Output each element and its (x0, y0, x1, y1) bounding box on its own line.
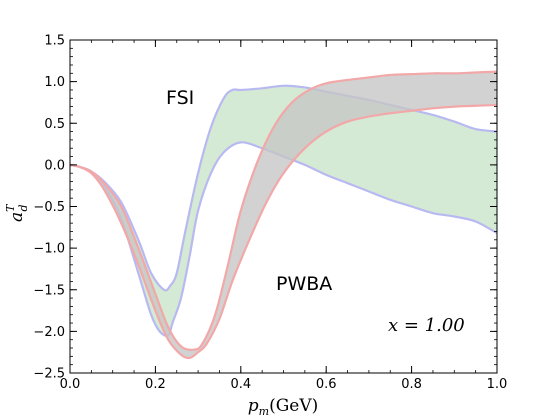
y-tick-label: −1.0 (33, 242, 65, 257)
band-pwba-upper-edge (70, 70, 497, 351)
x-axis-title: pm(GeV) (248, 396, 319, 415)
y-tick-label: −0.5 (33, 200, 65, 215)
bands-layer (70, 70, 497, 360)
annotation-x-value: x = 1.00 (388, 315, 465, 336)
annotation-fsi: FSI (166, 87, 194, 109)
ticks-layer: 0.0 0.2 0.4 0.6 0.8 1.0 1.5 1.0 0.5 0.0 −0.5 −1.0 −1… (33, 34, 507, 393)
y-tick-label: 0.0 (44, 158, 65, 173)
annotation-pwba: PWBA (276, 273, 332, 295)
band-pwba-lower-edge (70, 103, 497, 360)
x-tick-label: 0.6 (316, 377, 337, 392)
band-pwba (70, 71, 497, 359)
y-tick-label: −2.5 (33, 367, 65, 382)
x-tick-label: 1.0 (487, 377, 508, 392)
y-tick-label: 1.0 (44, 75, 65, 90)
y-tick-label: 1.5 (44, 34, 65, 49)
y-axis-title: aTd (4, 203, 30, 222)
x-tick-label: 0.2 (145, 377, 166, 392)
x-tick-label: 0.4 (230, 377, 251, 392)
y-tick-label: 0.5 (44, 117, 65, 132)
x-tick-label: 0.0 (60, 377, 81, 392)
x-tick-label: 0.8 (401, 377, 422, 392)
y-tick-label: −1.5 (33, 283, 65, 298)
y-tick-label: −2.0 (33, 325, 65, 340)
